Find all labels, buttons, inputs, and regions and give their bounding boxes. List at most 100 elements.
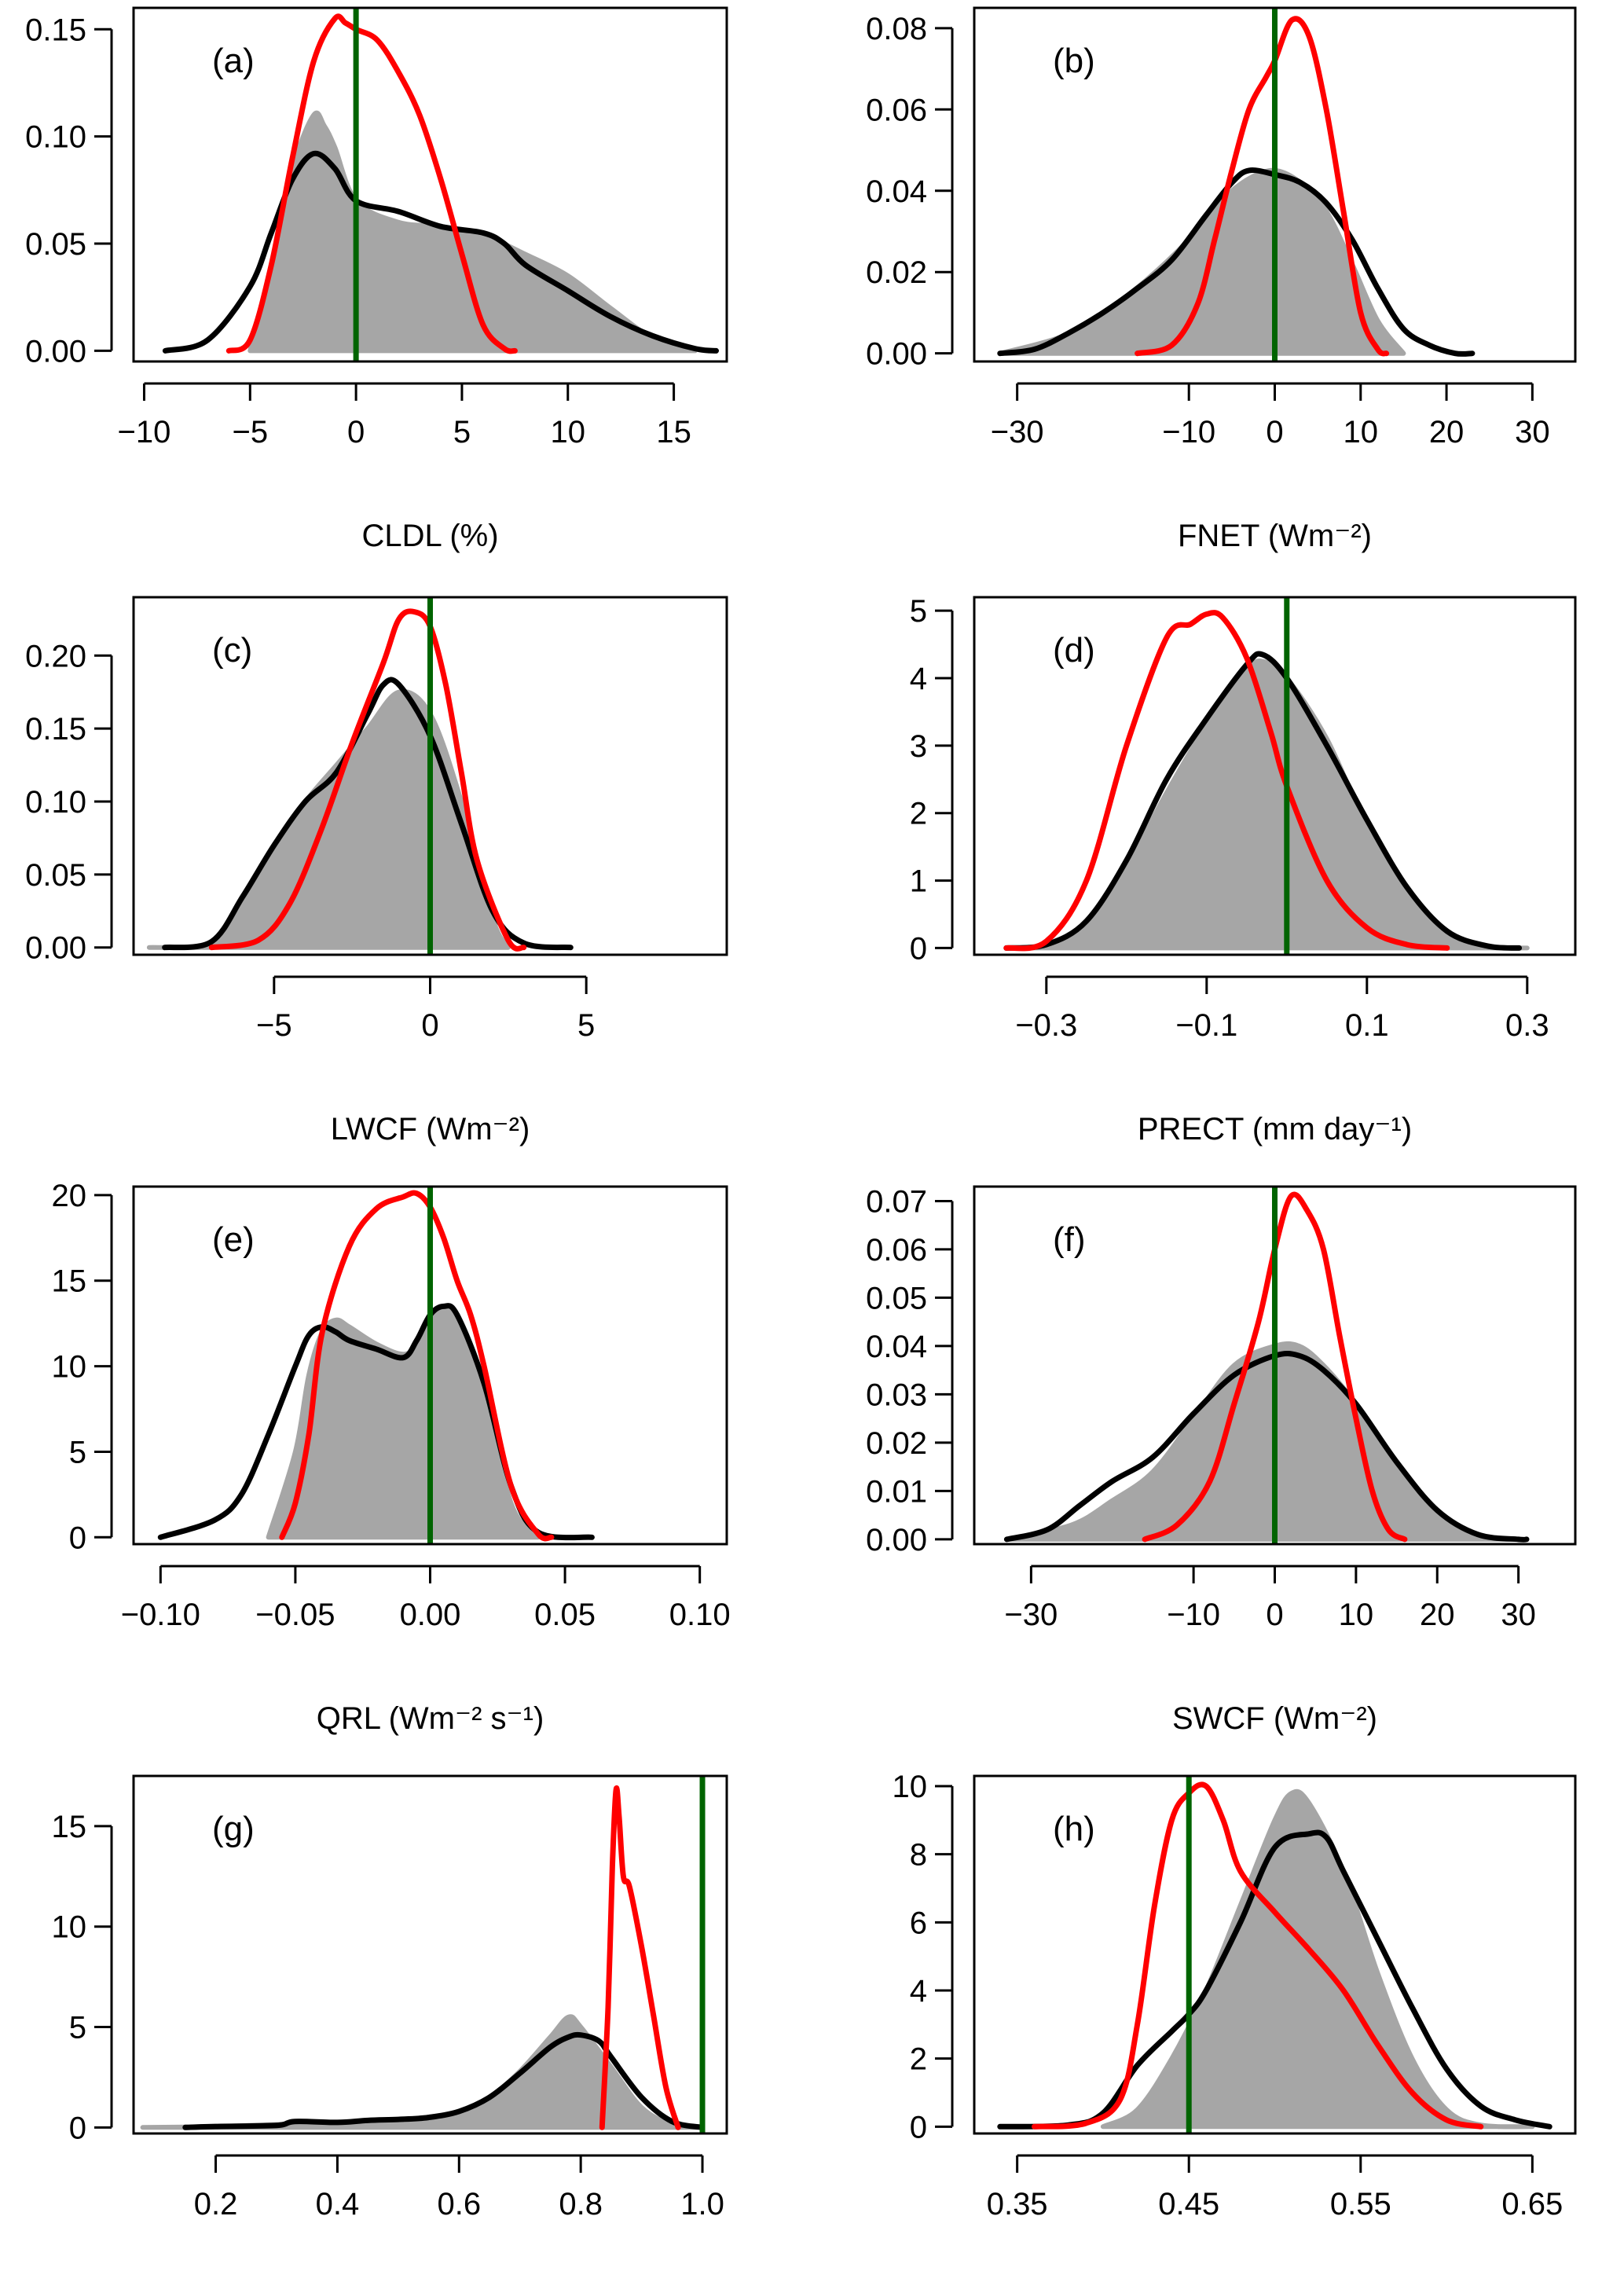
y-tick-label: 8: [910, 1838, 927, 1873]
x-tick-label: 0.00: [400, 1598, 461, 1632]
x-tick-label: 0.2: [194, 2187, 238, 2221]
x-tick-label: 0.05: [534, 1598, 596, 1632]
black-density-curve: [162, 150, 719, 354]
x-axis: −30 −10 0 10 20 30: [991, 382, 1550, 449]
plot-area: [1003, 610, 1530, 952]
x-axis-title: CLDL (%): [361, 519, 498, 553]
y-tick-label: 10: [52, 1350, 87, 1385]
y-tick-label: 3: [910, 729, 927, 764]
panel-label: (e): [212, 1220, 255, 1259]
y-tick-label: 15: [52, 1810, 87, 1844]
y-tick-label: 0: [910, 2110, 927, 2144]
x-tick-label: 0.3: [1505, 1008, 1549, 1043]
y-tick-label: 5: [69, 1435, 86, 1469]
black-density-curve: [997, 1829, 1553, 2130]
plot-frame: [973, 1185, 1577, 1546]
panel-label: (h): [1053, 1810, 1095, 1848]
red-density-curve: [1142, 1191, 1408, 1543]
plot-frame: [132, 6, 728, 363]
red-density-curve: [225, 13, 518, 354]
y-tick-label: 0.10: [25, 785, 86, 820]
x-tick-label: 0: [421, 1008, 438, 1043]
y-tick-label: 0: [69, 1521, 86, 1555]
black-density-curve: [162, 677, 574, 951]
red-density-curve: [279, 1190, 555, 1542]
x-tick-label: 5: [577, 1008, 595, 1043]
filled-density: [1004, 1341, 1521, 1542]
panel-label: (c): [212, 631, 252, 670]
y-tick-label: 5: [69, 2011, 86, 2045]
x-tick-label: −0.05: [255, 1598, 335, 1632]
red-density-curve: [1003, 610, 1450, 952]
y-tick-label: 10: [52, 1910, 87, 1945]
red-density-curve: [599, 1785, 681, 2130]
plot-area: [162, 13, 719, 354]
y-tick-label: 0.03: [866, 1378, 927, 1412]
panel-b: −30 −10 0 10 20 30 0.00 0.02 0.04 0.06 0.08 FNET (W…: [866, 6, 1577, 553]
y-tick-label: 6: [910, 1906, 927, 1940]
x-tick-label: 0.10: [669, 1598, 731, 1632]
y-tick-label: 0.15: [25, 712, 86, 747]
y-tick-label: 0.04: [866, 1330, 927, 1364]
x-tick-label: 0.8: [559, 2187, 603, 2221]
y-axis: 0.00 0.02 0.04 0.06 0.08: [866, 12, 954, 372]
black-density-curve: [1003, 1351, 1530, 1543]
y-tick-label: 0.20: [25, 639, 86, 673]
x-tick-label: 0: [1266, 1598, 1283, 1632]
red-density-curve: [208, 608, 527, 952]
x-axis-title: FNET (Wm⁻²): [1178, 519, 1372, 553]
panel-h: 0.35 0.45 0.55 0.65 0 2 4 6 8 10 λ (K / Wm⁻²) (h): [893, 1770, 1577, 2293]
y-axis: 0.00 0.05 0.10 0.15 0.20: [25, 639, 113, 966]
x-tick-label: 0.4: [316, 2187, 360, 2221]
y-tick-label: 0.04: [866, 174, 927, 209]
x-axis: −30 −10 0 10 20 30: [1004, 1565, 1536, 1632]
y-axis: 0 5 10 15: [52, 1810, 113, 2145]
y-axis: 0 1 2 3 4 5: [910, 594, 954, 966]
panel-f: −30 −10 0 10 20 300.000.010.020.030.040.050.0…: [866, 1184, 1577, 1736]
x-tick-label: 1.0: [680, 2187, 724, 2221]
y-tick-label: 0.07: [866, 1184, 927, 1219]
filled-density: [140, 2014, 705, 2130]
x-tick-label: 5: [453, 415, 471, 449]
y-axis: 0 5 10 15 20: [52, 1179, 113, 1555]
y-tick-label: 0.01: [866, 1474, 927, 1509]
x-tick-label: 0.65: [1501, 2187, 1563, 2221]
panel-c: −5 0 5 0.00 0.05 0.10 0.15 0.20 LWCF (Wm⁻²) (c): [25, 596, 728, 1146]
panel-e: −0.10 −0.05 0.00 0.05 0.10 0 5 10 15 20 QRL (Wm⁻² …: [52, 1179, 731, 1736]
x-tick-label: −30: [1004, 1598, 1058, 1632]
y-tick-label: 0.00: [866, 1523, 927, 1557]
y-tick-label: 0: [69, 2111, 86, 2145]
y-axis: 0.00 0.01 0.02 0.03 0.04 0.05 0.06 0.07: [866, 1184, 954, 1557]
x-axis-title: SS (unitless): [341, 2291, 519, 2293]
x-tick-label: −30: [991, 415, 1044, 449]
panel-label: (f): [1053, 1220, 1086, 1259]
y-tick-label: 0.00: [25, 334, 86, 369]
x-tick-label: −0.3: [1015, 1008, 1077, 1043]
black-density-curve: [1003, 651, 1523, 951]
x-tick-label: −0.1: [1175, 1008, 1237, 1043]
x-tick-label: −10: [1162, 415, 1215, 449]
x-tick-label: 10: [1344, 415, 1379, 449]
x-tick-label: −5: [232, 415, 268, 449]
plot-frame: [973, 6, 1577, 363]
plot-frame: [973, 1774, 1577, 2135]
y-tick-label: 0.05: [866, 1281, 927, 1315]
y-tick-label: 0.02: [866, 255, 927, 290]
x-axis-title: SWCF (Wm⁻²): [1172, 1701, 1377, 1736]
plot-area: [140, 1785, 706, 2130]
panel-label: (g): [212, 1810, 255, 1848]
plot-frame: [132, 596, 728, 956]
y-tick-label: 20: [52, 1179, 87, 1213]
plot-frame: [132, 1185, 728, 1546]
x-tick-label: 0.1: [1345, 1008, 1389, 1043]
panel-label: (a): [212, 42, 255, 80]
panel-a: −10 −5 0 5 10 15 0.00 0.05 0.10 0.15 CLDL (%) (a): [25, 6, 728, 553]
y-tick-label: 2: [910, 2042, 927, 2077]
y-tick-label: 4: [910, 1974, 927, 2009]
y-axis: 0.00 0.05 0.10 0.15: [25, 13, 113, 369]
panel-label: (b): [1053, 42, 1095, 80]
filled-density: [1003, 659, 1530, 951]
x-axis: −0.10 −0.05 0.00 0.05 0.10: [121, 1565, 731, 1632]
y-tick-label: 0.08: [866, 12, 927, 46]
y-tick-label: 0.10: [25, 120, 86, 155]
